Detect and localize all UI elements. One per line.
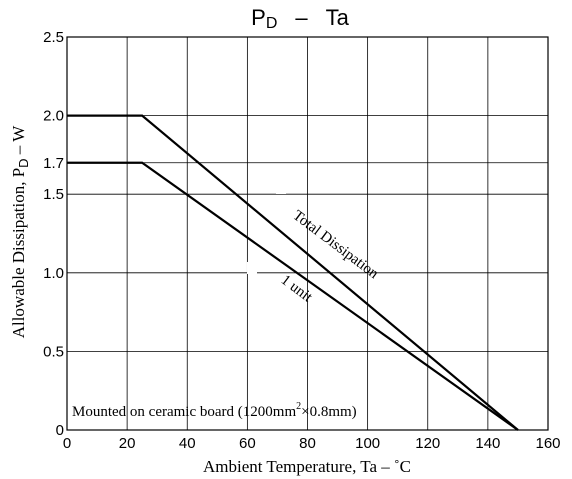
x-tick-labels: 0 20 40 60 80 100 120 140 160 [63,435,561,452]
x-axis-label: Ambient Temperature, Ta – ˚C [203,457,411,476]
y-axis-label: Allowable Dissipation, PD – W [9,125,31,339]
x-tick-label-8: 160 [535,435,560,452]
x-tick-label-6: 120 [415,435,440,452]
y-axis-label-unit: – W [9,125,28,159]
chart-title-rest: Ta [326,5,350,30]
y-tick-label-1: 0.5 [43,343,64,360]
mounting-note-end: ×0.8mm) [301,404,357,420]
curve-label-unit: 1 unit [278,272,316,306]
mounting-note: Mounted on ceramic board (1200mm2×0.8mm) [72,401,357,420]
x-tick-label-2: 40 [179,435,196,452]
chart-title-dash: – [295,5,308,30]
x-tick-label-7: 140 [475,435,500,452]
y-tick-label-5: 2.0 [43,108,64,125]
chart-title-main: P [251,5,266,30]
x-tick-label-3: 60 [239,435,256,452]
chart-title-subscript: D [266,15,278,32]
y-tick-labels: 0 0.5 1.0 1.5 1.7 2.0 2.5 [43,29,64,439]
series-line-1 [67,163,518,430]
y-tick-label-4: 1.7 [43,155,64,172]
chart-title: PD – Ta [251,5,350,32]
x-tick-label-5: 100 [355,435,380,452]
mounting-note-main: Mounted on ceramic board (1200mm [72,404,296,420]
label-gap-total [276,182,286,194]
y-axis-label-main: Allowable Dissipation, P [9,168,28,338]
y-tick-label-2: 1.0 [43,265,64,282]
y-tick-label-3: 1.5 [43,186,64,203]
y-tick-label-0: 0 [56,422,64,439]
label-gap-unit [247,262,257,274]
y-axis-label-subscript: D [16,158,31,167]
x-tick-label-4: 80 [299,435,316,452]
y-tick-label-6: 2.5 [43,29,64,46]
x-tick-label-1: 20 [119,435,136,452]
x-tick-label-0: 0 [63,435,71,452]
